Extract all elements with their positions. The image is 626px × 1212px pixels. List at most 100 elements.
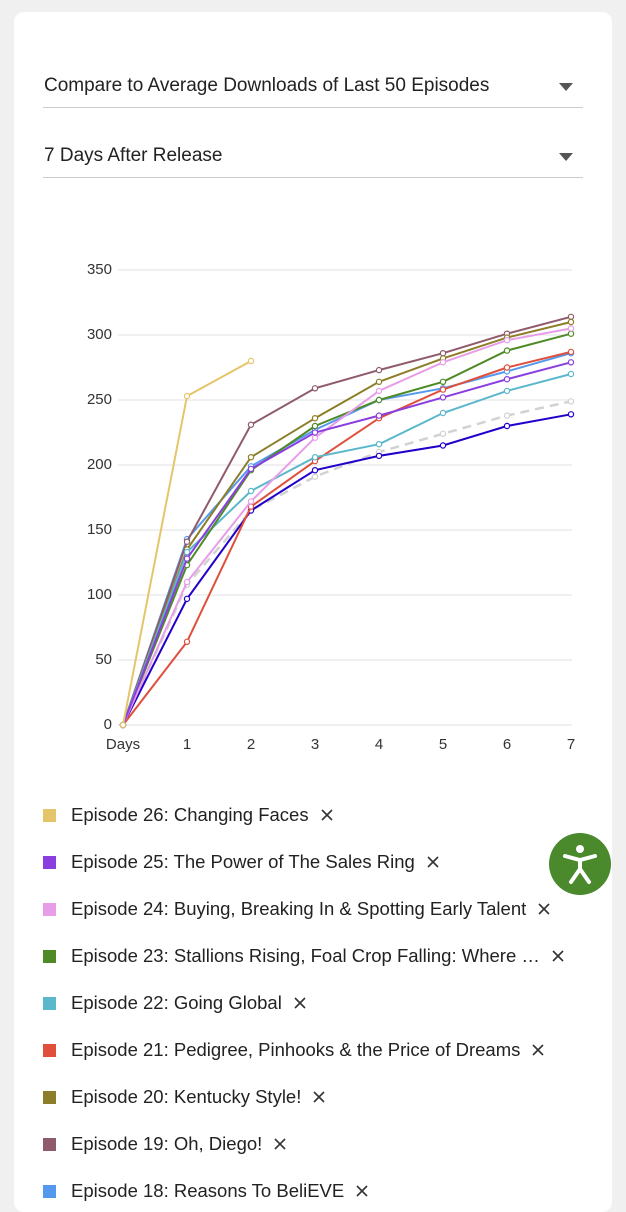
- data-point: [567, 325, 575, 332]
- legend-swatch: [43, 855, 56, 869]
- series-line: [122, 321, 572, 726]
- data-point: [567, 359, 575, 366]
- data-point: [567, 313, 575, 320]
- legend-swatch: [43, 1137, 56, 1151]
- legend-swatch: [43, 1043, 56, 1057]
- y-tick-label: 350: [87, 261, 112, 278]
- remove-button[interactable]: [552, 950, 564, 962]
- data-point: [183, 555, 191, 562]
- legend-item[interactable]: Episode 21: Pedigree, Pinhooks & the Pri…: [43, 1035, 588, 1065]
- legend-label: Episode 20: Kentucky Style!: [71, 1086, 302, 1107]
- data-point: [183, 548, 191, 556]
- y-tick-label: 0: [104, 716, 112, 733]
- remove-button[interactable]: [321, 809, 333, 821]
- x-tick-label: 5: [439, 736, 447, 753]
- y-tick-label: 50: [95, 651, 112, 668]
- x-tick-label: 6: [503, 736, 511, 753]
- data-point: [567, 348, 575, 356]
- data-point: [183, 578, 191, 586]
- data-point: [311, 385, 319, 392]
- legend-label: Episode 21: Pedigree, Pinhooks & the Pri…: [71, 1039, 521, 1060]
- legend-item[interactable]: Episode 19: Oh, Diego!: [43, 1129, 588, 1159]
- series-line: [122, 373, 572, 726]
- legend-swatch: [43, 1184, 56, 1198]
- data-point: [183, 595, 191, 603]
- legend-item[interactable]: Episode 22: Going Global: [43, 988, 588, 1018]
- dropdown[interactable]: 7 Days After Release: [43, 143, 583, 178]
- data-point: [567, 411, 575, 418]
- data-point: [439, 442, 447, 449]
- legend-swatch: [43, 996, 56, 1010]
- data-point: [503, 412, 511, 419]
- data-point: [375, 396, 383, 404]
- remove-button[interactable]: [356, 1185, 368, 1197]
- data-point: [439, 430, 447, 437]
- data-point: [439, 359, 447, 366]
- series-line: [122, 352, 572, 726]
- data-point: [439, 386, 447, 393]
- y-tick-label: 200: [87, 456, 112, 473]
- data-point: [439, 409, 447, 417]
- data-point: [247, 498, 255, 505]
- series-line: [122, 413, 572, 726]
- data-point: [503, 387, 511, 395]
- dropdown[interactable]: Compare to Average Downloads of Last 50 …: [43, 73, 583, 108]
- series-line: [122, 350, 572, 726]
- data-point: [247, 421, 255, 428]
- y-tick-label: 150: [87, 521, 112, 538]
- series-line: [122, 332, 572, 726]
- legend-item[interactable]: Episode 24: Buying, Breaking In & Spotti…: [43, 894, 588, 924]
- y-tick-label: 100: [87, 586, 112, 603]
- legend-swatch: [43, 902, 56, 916]
- x-tick-label: 4: [375, 736, 383, 753]
- data-point: [375, 366, 383, 374]
- legend-item[interactable]: Episode 18: Reasons To BeliEVE: [43, 1176, 588, 1206]
- data-point: [311, 429, 319, 436]
- legend-item[interactable]: Episode 26: Changing Faces: [43, 800, 588, 830]
- legend-item[interactable]: Episode 20: Kentucky Style!: [43, 1082, 588, 1112]
- legend-item[interactable]: Episode 25: The Power of The Sales Ring: [43, 847, 588, 877]
- series-line: [122, 361, 572, 726]
- remove-button[interactable]: [313, 1091, 325, 1103]
- data-point: [311, 454, 319, 461]
- data-point: [247, 454, 255, 461]
- data-point: [311, 473, 319, 480]
- legend-label: Episode 24: Buying, Breaking In & Spotti…: [71, 898, 527, 919]
- data-point: [375, 412, 383, 419]
- data-point: [311, 422, 319, 430]
- data-point: [375, 441, 383, 448]
- data-point: [119, 721, 127, 729]
- data-point: [247, 357, 255, 365]
- legend-label: Episode 25: The Power of The Sales Ring: [71, 851, 415, 872]
- caret: [559, 153, 573, 161]
- x-tick-label: 7: [567, 736, 575, 753]
- data-point: [375, 387, 383, 395]
- data-point: [183, 638, 191, 646]
- legend-swatch: [43, 808, 56, 822]
- remove-button[interactable]: [538, 903, 550, 915]
- data-point: [311, 434, 319, 441]
- data-point: [311, 415, 319, 422]
- remove-button[interactable]: [274, 1138, 286, 1150]
- data-point: [567, 370, 575, 378]
- accessibility-button[interactable]: [548, 832, 612, 896]
- legend-label: Episode 26: Changing Faces: [71, 804, 309, 825]
- remove-button[interactable]: [427, 856, 439, 868]
- legend-item[interactable]: Episode 23: Stallions Rising, Foal Crop …: [43, 941, 588, 971]
- data-point: [439, 378, 447, 385]
- data-point: [567, 318, 575, 326]
- legend-swatch: [43, 949, 56, 963]
- data-point: [375, 378, 383, 385]
- data-point: [311, 467, 319, 474]
- remove-button[interactable]: [532, 1044, 544, 1056]
- legend-label: Episode 22: Going Global: [71, 992, 282, 1013]
- data-point: [439, 394, 447, 401]
- legend-swatch: [43, 1090, 56, 1104]
- legend-label: Episode 23: Stallions Rising, Foal Crop …: [71, 945, 540, 966]
- series-line: [122, 327, 572, 726]
- y-tick-label: 300: [87, 326, 112, 343]
- remove-button[interactable]: [294, 997, 306, 1009]
- data-point: [247, 487, 255, 495]
- data-point: [567, 330, 575, 337]
